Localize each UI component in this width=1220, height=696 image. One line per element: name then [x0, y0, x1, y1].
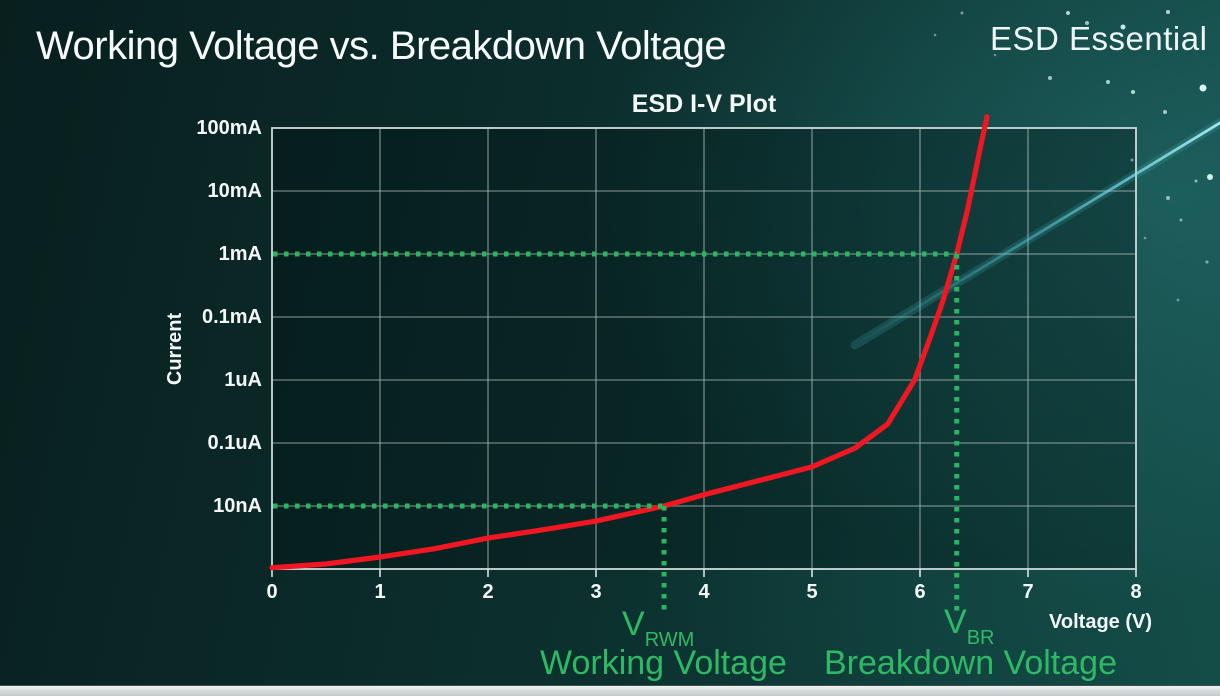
y-tick-label: 0.1uA — [207, 432, 262, 454]
vbr-symbol: V — [944, 603, 967, 641]
star-dot — [1205, 260, 1209, 264]
star-dot — [1066, 11, 1070, 15]
star-dot — [1207, 174, 1213, 180]
star-dot — [1166, 196, 1170, 200]
x-tick-label: 8 — [1130, 581, 1142, 603]
star-dot — [1199, 84, 1207, 92]
y-tick-label: 0.1mA — [201, 306, 262, 328]
x-tick-label: 4 — [698, 581, 710, 603]
y-tick-label: 1uA — [224, 369, 262, 391]
star-dot — [1194, 179, 1198, 183]
star-dot — [1179, 218, 1183, 222]
working-voltage-label: Working Voltage — [540, 644, 787, 682]
y-tick-label: 10mA — [207, 180, 262, 202]
star-dot — [933, 33, 937, 37]
y-tick-label: 1mA — [218, 243, 262, 265]
vrwm-subscript: RWM — [644, 629, 695, 652]
vbr-subscript: BR — [966, 627, 995, 650]
chart-title: ESD I-V Plot — [631, 90, 777, 118]
star-dot — [1048, 76, 1052, 80]
star-dot — [1085, 21, 1089, 25]
vrwm-symbol-label: VRWM — [622, 605, 694, 650]
x-tick-label: 0 — [266, 581, 278, 603]
brand-watermark: ESD Essential — [990, 20, 1208, 57]
y-tick-label: 10nA — [213, 495, 262, 517]
breakdown-voltage-label: Breakdown Voltage — [824, 644, 1117, 682]
light-streak — [850, 117, 1220, 350]
page-title: Working Voltage vs. Breakdown Voltage — [36, 24, 727, 68]
star-dot — [1120, 24, 1126, 30]
star-field — [933, 10, 1213, 302]
star-dot — [1130, 158, 1134, 162]
y-tick-label: 100mA — [196, 117, 262, 139]
star-dot — [993, 53, 997, 57]
x-tick-label: 7 — [1022, 581, 1034, 603]
star-dot — [1176, 298, 1180, 302]
vbr-symbol-label: VBR — [944, 603, 994, 648]
star-dot — [960, 11, 964, 15]
x-tick-marks — [271, 569, 1137, 577]
x-tick-label: 2 — [482, 581, 494, 603]
star-dot — [1131, 90, 1135, 94]
star-dot — [1166, 10, 1170, 14]
iv-curve — [269, 114, 990, 571]
x-tick-label: 5 — [806, 581, 818, 603]
x-tick-label: 3 — [590, 581, 602, 603]
star-dot — [1106, 80, 1110, 84]
vrwm-symbol: V — [622, 605, 645, 643]
star-dot — [1163, 110, 1167, 114]
x-axis-title: Voltage (V) — [1049, 611, 1152, 633]
star-dot — [1143, 236, 1147, 240]
bottom-scrollbar[interactable] — [0, 685, 1220, 696]
x-tick-label: 1 — [374, 581, 386, 603]
x-tick-label: 6 — [914, 581, 926, 603]
